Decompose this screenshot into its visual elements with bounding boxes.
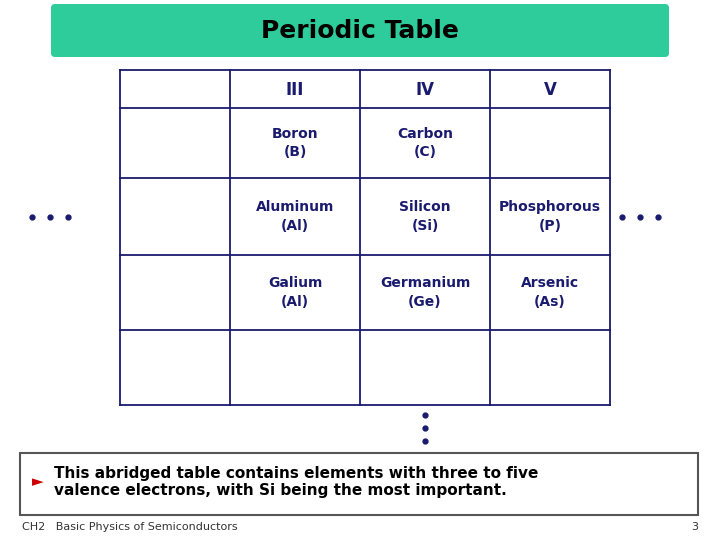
Text: Arsenic
(As): Arsenic (As) (521, 276, 579, 309)
Text: ►: ► (32, 475, 44, 489)
Text: V: V (544, 81, 557, 99)
FancyBboxPatch shape (51, 4, 669, 57)
Text: This abridged table contains elements with three to five
valence electrons, with: This abridged table contains elements wi… (54, 466, 539, 498)
Text: CH2   Basic Physics of Semiconductors: CH2 Basic Physics of Semiconductors (22, 522, 238, 532)
Bar (20, 453, 698, 515)
Text: IV: IV (415, 81, 434, 99)
Text: Phosphorous
(P): Phosphorous (P) (499, 200, 601, 233)
Text: Periodic Table: Periodic Table (261, 18, 459, 43)
Text: Aluminum
(Al): Aluminum (Al) (256, 200, 334, 233)
Text: Carbon
(C): Carbon (C) (397, 127, 453, 159)
Text: III: III (286, 81, 304, 99)
Text: 3: 3 (691, 522, 698, 532)
Text: Boron
(B): Boron (B) (271, 127, 318, 159)
Text: Germanium
(Ge): Germanium (Ge) (380, 276, 470, 309)
Text: Silicon
(Si): Silicon (Si) (399, 200, 451, 233)
Text: Galium
(Al): Galium (Al) (268, 276, 322, 309)
